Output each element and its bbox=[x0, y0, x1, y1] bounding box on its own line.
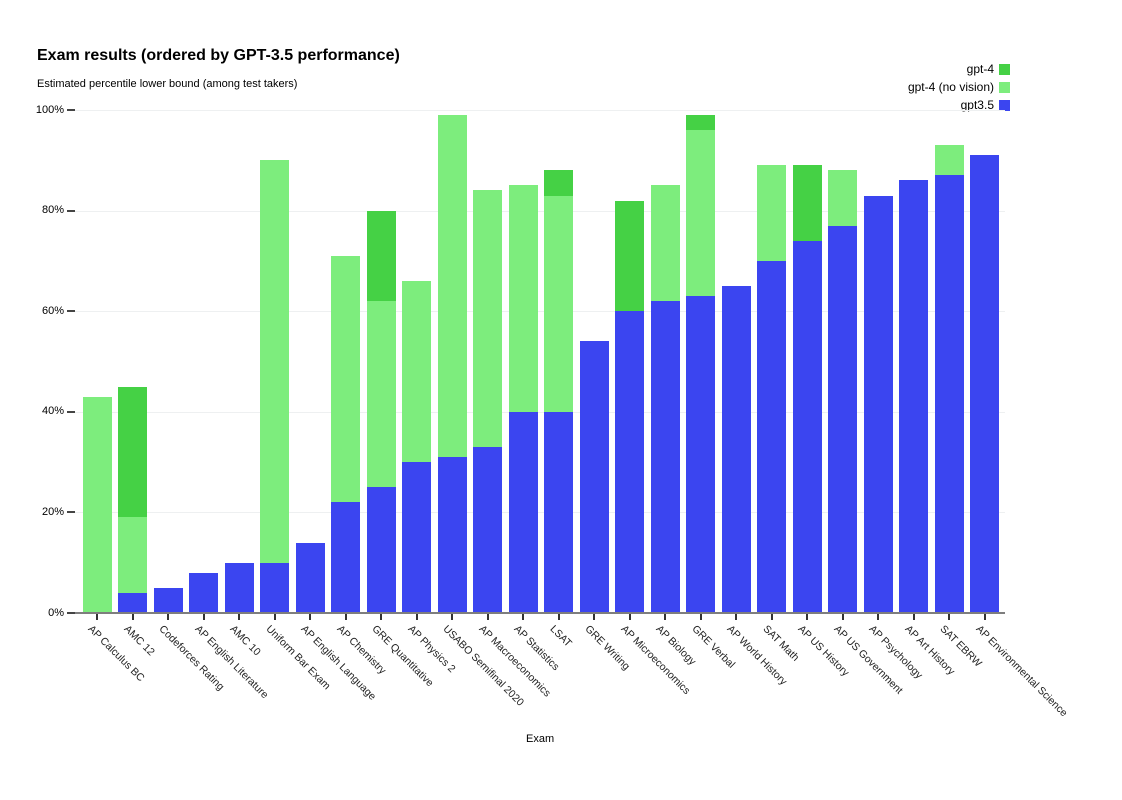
x-tick-mark bbox=[202, 614, 205, 620]
y-tick-label: 80% bbox=[41, 204, 64, 217]
x-axis-title: Exam bbox=[526, 733, 555, 745]
legend-swatch-gpt4-no-vision-icon bbox=[999, 81, 1010, 93]
bar-gpt3-5 bbox=[508, 411, 538, 613]
y-tick-label: 20% bbox=[41, 505, 64, 518]
bar-gpt3-5 bbox=[118, 592, 147, 613]
legend-label-gpt35: gpt3.5 bbox=[960, 98, 994, 112]
legend-item-gpt4-no-vision: gpt-4 (no vision) bbox=[908, 80, 1010, 94]
x-tick-mark bbox=[167, 614, 169, 620]
x-tick-mark bbox=[273, 614, 276, 620]
x-category-label: LSAT bbox=[547, 623, 574, 650]
chart-title: Exam results (ordered by GPT-3.5 perform… bbox=[37, 47, 400, 64]
bar-gpt3-5 bbox=[366, 487, 396, 613]
x-tick-mark bbox=[380, 614, 382, 620]
x-category-label: AMC 12 bbox=[121, 623, 157, 659]
bar-gpt3-5 bbox=[934, 175, 964, 613]
y-tick-mark bbox=[67, 109, 75, 111]
y-tick-mark bbox=[67, 612, 75, 614]
bar-gpt3-5 bbox=[615, 311, 644, 613]
x-tick-mark bbox=[735, 614, 737, 620]
x-tick-mark bbox=[806, 614, 808, 620]
bar-gpt3-5 bbox=[863, 195, 893, 613]
bar-gpt3-5 bbox=[792, 240, 822, 613]
y-tick-mark bbox=[67, 209, 75, 212]
bar-gpt3-5 bbox=[579, 341, 609, 613]
x-tick-mark bbox=[96, 614, 98, 620]
legend-swatch-gpt4-icon bbox=[999, 63, 1010, 75]
x-tick-mark bbox=[309, 614, 311, 620]
x-tick-mark bbox=[877, 614, 879, 620]
bar-gpt3-5 bbox=[828, 225, 857, 613]
bar-gpt3-5 bbox=[189, 572, 218, 613]
gridline bbox=[75, 210, 1005, 212]
legend-item-gpt4: gpt-4 bbox=[967, 62, 1010, 76]
x-category-label: AMC 10 bbox=[227, 623, 263, 659]
x-tick-mark bbox=[664, 614, 666, 620]
legend-label-gpt4: gpt-4 bbox=[966, 62, 994, 76]
bar-gpt3-5 bbox=[970, 155, 999, 613]
x-tick-mark bbox=[131, 614, 134, 620]
x-tick-mark bbox=[841, 614, 844, 620]
y-tick-label: 40% bbox=[41, 405, 64, 418]
x-category-label: GRE Quantitative bbox=[369, 623, 436, 690]
y-tick-mark bbox=[67, 310, 75, 313]
bar-gpt3-5 bbox=[686, 296, 715, 613]
y-tick-label: 60% bbox=[41, 304, 64, 317]
legend: gpt-4 gpt-4 (no vision) gpt3.5 bbox=[908, 62, 1010, 112]
bar-gpt3-5 bbox=[224, 562, 254, 613]
x-category-label: AP Microeconomics bbox=[618, 623, 692, 697]
x-axis-line bbox=[75, 612, 1005, 614]
legend-label-gpt4-no-vision: gpt-4 (no vision) bbox=[907, 80, 994, 94]
bar-gpt3-5 bbox=[331, 502, 360, 613]
bar-gpt3-5 bbox=[650, 301, 680, 613]
bar-gpt3-5 bbox=[757, 260, 786, 613]
bar-gpt3-5 bbox=[260, 562, 289, 613]
chart-subtitle: Estimated percentile lower bound (among … bbox=[37, 78, 298, 90]
y-tick-label: 0% bbox=[48, 606, 64, 619]
gridline bbox=[75, 411, 1005, 413]
legend-swatch-gpt35-icon bbox=[999, 99, 1010, 111]
x-category-label: Codeforces Rating bbox=[156, 623, 227, 693]
x-tick-mark bbox=[451, 614, 453, 620]
x-tick-mark bbox=[415, 614, 418, 620]
x-tick-mark bbox=[344, 614, 347, 620]
legend-item-gpt35: gpt3.5 bbox=[961, 98, 1010, 112]
x-tick-mark bbox=[699, 614, 702, 620]
x-tick-mark bbox=[912, 614, 915, 620]
x-category-label: Uniform Bar Exam bbox=[263, 623, 333, 693]
y-tick-label: 100% bbox=[35, 103, 64, 116]
y-tick-mark bbox=[67, 410, 75, 413]
x-category-label: AP US Government bbox=[831, 623, 905, 697]
x-tick-mark bbox=[983, 614, 986, 620]
bar-gpt3-5 bbox=[402, 462, 431, 613]
x-tick-mark bbox=[593, 614, 595, 620]
x-tick-mark bbox=[628, 614, 631, 620]
bar-gpt-4-no-vision bbox=[82, 396, 112, 613]
x-category-label: AP Environmental Science bbox=[973, 623, 1070, 720]
bar-gpt3-5 bbox=[437, 457, 467, 613]
bar-gpt3-5 bbox=[721, 286, 751, 613]
bar-gpt3-5 bbox=[473, 447, 502, 613]
bar-gpt3-5 bbox=[295, 542, 325, 613]
x-tick-mark bbox=[948, 614, 950, 620]
bar-gpt3-5 bbox=[544, 411, 573, 613]
gridline bbox=[75, 512, 1005, 514]
x-tick-mark bbox=[522, 614, 524, 620]
bar-gpt3-5 bbox=[899, 180, 928, 613]
x-tick-mark bbox=[486, 614, 489, 620]
gridline bbox=[75, 311, 1005, 313]
gridline bbox=[75, 110, 1005, 111]
x-tick-mark bbox=[557, 614, 560, 620]
x-tick-mark bbox=[770, 614, 773, 620]
bar-gpt-4-no-vision bbox=[260, 160, 289, 613]
y-tick-mark bbox=[67, 511, 75, 514]
x-tick-mark bbox=[238, 614, 240, 620]
bar-gpt3-5 bbox=[153, 587, 183, 613]
